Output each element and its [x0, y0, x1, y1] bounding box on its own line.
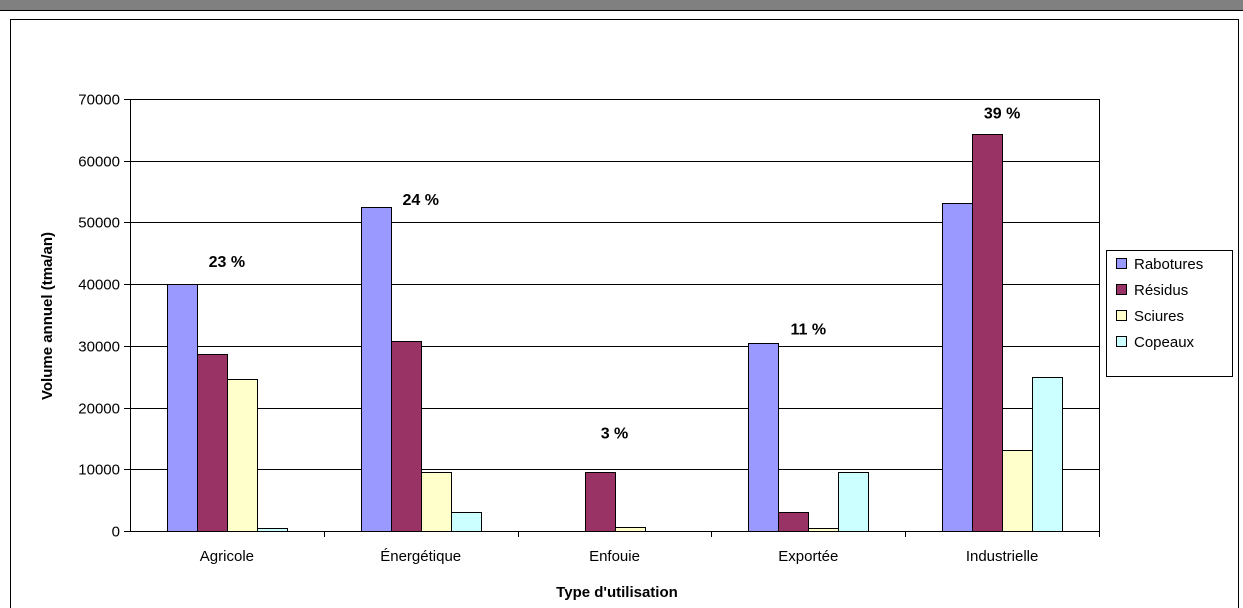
y-axis-title: Volume annuel (tma/an): [39, 232, 56, 400]
x-tick-label: Énergétique: [380, 548, 461, 565]
y-tick-label: 20000: [78, 401, 120, 418]
legend-label: Copeaux: [1134, 334, 1195, 351]
y-tick-label: 50000: [78, 215, 120, 232]
bar-residus: [585, 472, 616, 532]
legend-swatch: [1116, 258, 1127, 269]
percentage-annotation: 11 %: [791, 322, 827, 339]
bar-residus: [778, 512, 809, 532]
bar-sciures: [1002, 450, 1033, 532]
plot-area: 0 10000 20000 30000 40000 50000 60000 70000 Agri…: [78, 92, 1100, 565]
legend-label: Résidus: [1134, 282, 1188, 299]
percentage-annotation: 24 %: [402, 192, 438, 209]
percentage-annotation: 39 %: [984, 106, 1020, 123]
y-tick-label: 40000: [78, 277, 120, 294]
bar-sciures: [808, 528, 839, 532]
bar-copeaux: [1032, 377, 1063, 532]
y-tick-label: 0: [112, 524, 120, 541]
y-tick-label: 60000: [78, 154, 120, 171]
x-tick-label: Industrielle: [966, 548, 1039, 565]
bar-sciures: [615, 527, 646, 532]
x-tick-label: Enfouie: [589, 548, 640, 565]
bar-rabotures: [942, 203, 973, 532]
legend-swatch: [1116, 284, 1127, 295]
plot-background: [130, 99, 1099, 531]
y-tick-label: 30000: [78, 339, 120, 356]
bar-sciures: [421, 472, 452, 532]
bar-residus: [391, 341, 422, 532]
y-tick-label: 70000: [78, 92, 120, 109]
legend-swatch: [1116, 336, 1127, 347]
bar-copeaux: [451, 512, 482, 532]
bar-sciures: [227, 379, 258, 532]
bar-residus: [972, 134, 1003, 532]
legend-box: [1106, 250, 1233, 377]
legend-label: Rabotures: [1134, 256, 1203, 273]
bar-copeaux: [257, 528, 288, 532]
legend: Rabotures Résidus Sciures Copeaux: [1106, 250, 1233, 377]
x-axis-title: Type d'utilisation: [556, 584, 678, 601]
bar-rabotures: [748, 343, 779, 532]
bar-rabotures: [361, 207, 392, 532]
bar-residus: [197, 354, 228, 532]
x-tick-label: Agricole: [200, 548, 254, 565]
bar-rabotures: [167, 284, 198, 532]
legend-label: Sciures: [1134, 308, 1184, 325]
bar-copeaux: [838, 472, 869, 532]
percentage-annotation: 3 %: [601, 425, 629, 442]
y-tick-label: 10000: [78, 462, 120, 479]
x-tick-label: Exportée: [778, 548, 838, 565]
top-border-band: [0, 0, 1243, 10]
legend-swatch: [1116, 310, 1127, 321]
percentage-annotation: 23 %: [209, 254, 245, 271]
